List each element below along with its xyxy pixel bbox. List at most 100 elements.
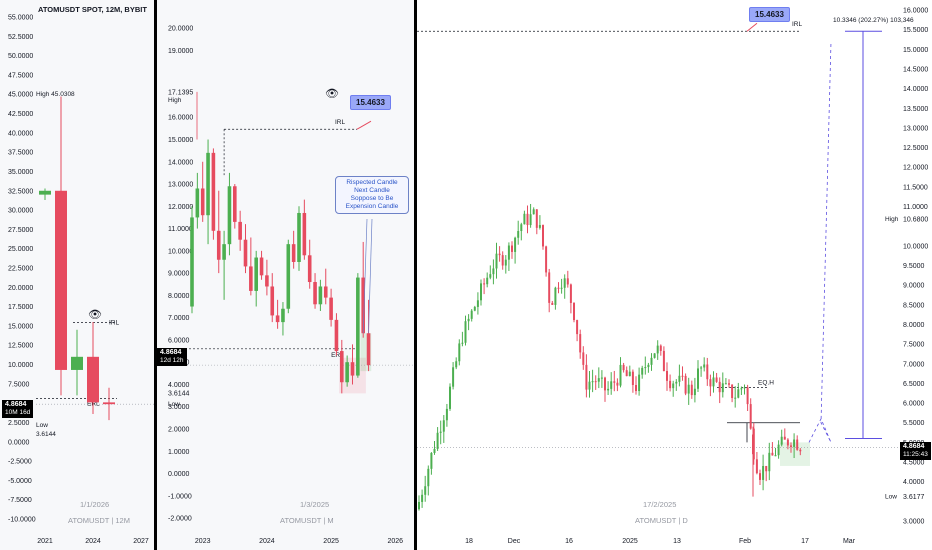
candle-body — [563, 278, 566, 288]
candle-body — [734, 397, 737, 399]
highlight-box — [360, 333, 372, 372]
panel-divider[interactable] — [154, 0, 157, 550]
candle-body — [588, 381, 591, 390]
candle-body — [511, 245, 513, 252]
candle-body — [715, 377, 718, 382]
y-tick-label: 42.5000 — [8, 111, 33, 118]
chart-title: ATOMUSDT SPOT, 12M, BYBIT — [38, 5, 147, 14]
y-tick-label: 20.0000 — [8, 285, 33, 292]
y-tick-label: 30.0000 — [8, 208, 33, 215]
candle-body — [662, 350, 665, 372]
candle-body — [270, 286, 275, 316]
candle-body — [551, 302, 554, 305]
candle-body — [238, 221, 242, 240]
chart-d-canvas[interactable]: 16.0000 15.5000 15.0000 14.5000 14.0000 13.50… — [417, 0, 932, 550]
target-callout[interactable]: 15.4633 — [350, 95, 391, 110]
panel-divider[interactable] — [414, 0, 417, 550]
candle-body — [507, 245, 510, 260]
note-pointer — [362, 218, 368, 334]
y-tick-label: 22.5000 — [8, 266, 33, 273]
candle-body — [600, 377, 603, 379]
candle-body — [619, 364, 622, 386]
candle-body — [684, 375, 687, 394]
x-tick-label: 2027 — [133, 538, 149, 545]
y-tick-label: 6.5000 — [903, 381, 925, 388]
y-tick-label: 16.0000 — [903, 8, 928, 15]
candle-body — [796, 439, 799, 450]
candle-body — [517, 231, 520, 238]
candle-body — [666, 371, 668, 381]
candle-body — [259, 257, 264, 276]
candle-body — [538, 225, 541, 228]
y-tick-label: 50.0000 — [8, 53, 33, 60]
candle-body — [529, 214, 532, 226]
candle-body — [693, 388, 696, 396]
candle-body — [340, 351, 344, 383]
candle-body — [616, 382, 619, 386]
candle-body — [576, 320, 579, 335]
y-tick-label: 25.0000 — [8, 246, 33, 253]
chart-panel-d[interactable]: 16.0000 15.5000 15.0000 14.5000 14.0000 13.50… — [417, 0, 932, 550]
chart-m-canvas[interactable]: 20.0000 19.0000 17.1395 16.0000 15.0000 14.00… — [157, 0, 414, 550]
candle-body — [243, 239, 248, 267]
chart-panel-m[interactable]: 20.0000 19.0000 17.1395 16.0000 15.0000 14.00… — [157, 0, 414, 550]
candle-body — [731, 384, 734, 398]
candle-body — [752, 434, 754, 455]
candle-body — [647, 364, 650, 368]
candle-body — [721, 383, 724, 393]
candle-body — [439, 431, 442, 433]
candle-body — [190, 217, 194, 307]
y-tick-label: 32.5000 — [8, 188, 33, 195]
candle-body — [286, 244, 291, 309]
candle-body — [445, 408, 448, 421]
candle-body — [318, 286, 323, 305]
y-tick-label: 8.5000 — [903, 302, 925, 309]
candle-body — [334, 319, 339, 352]
candle-body — [200, 188, 205, 216]
y-tick-label: 4.0000 — [168, 382, 190, 389]
candle-body — [560, 287, 563, 289]
candle-body — [249, 266, 253, 291]
y-tick-label: 27.5000 — [8, 227, 33, 234]
y-tick-label: 10.0000 — [8, 362, 33, 369]
candle-note[interactable]: Rispected Candle Next Candle Soppose to … — [335, 176, 409, 214]
x-tick-label: 17 — [801, 538, 809, 545]
candle-body — [610, 381, 613, 389]
target-callout[interactable]: 15.4633 — [749, 7, 790, 22]
candle-body — [687, 384, 690, 394]
candle-body — [656, 345, 659, 354]
candle-body — [675, 381, 678, 384]
y-tick-label: 2.0000 — [168, 427, 190, 434]
chart-panel-12m[interactable]: ATOMUSDT SPOT, 12M, BYBIT 55.0000 52.5000… — [0, 0, 154, 550]
candle-body — [473, 306, 476, 311]
candle-body — [323, 286, 328, 298]
candle-body — [569, 284, 572, 303]
candle-body — [486, 277, 489, 285]
candle-body — [573, 302, 575, 321]
candle-body — [103, 402, 115, 405]
x-tick-label: 18 — [465, 538, 473, 545]
y-tick-label: 10.0000 — [168, 248, 193, 255]
candle-body — [545, 246, 548, 273]
measure-text: 10.3346 (202.27%) 103,346 — [833, 17, 914, 24]
candle-body — [625, 370, 628, 377]
low-label: Low — [885, 494, 897, 501]
candle-body — [641, 367, 644, 375]
caption-symbol: ATOMUSDT | 12M — [68, 516, 130, 525]
y-tick-label: 35.0000 — [8, 169, 33, 176]
candle-body — [297, 212, 301, 262]
chart-12m-canvas[interactable]: 55.0000 52.5000 50.0000 47.5000 45.0000 42.50… — [0, 0, 154, 550]
candle-body — [604, 377, 606, 391]
candle-body — [366, 333, 371, 366]
candle-body — [254, 257, 258, 291]
y-tick-label: -2.0000 — [168, 516, 192, 523]
candle-body — [265, 275, 269, 287]
callout-pointer — [746, 22, 758, 32]
candle-body — [591, 381, 594, 383]
candle-body — [718, 381, 721, 393]
candle-body — [195, 188, 200, 218]
note-pointer — [368, 218, 373, 334]
candle-body — [480, 283, 482, 301]
candle-body — [613, 381, 616, 383]
candle-body — [483, 283, 486, 285]
